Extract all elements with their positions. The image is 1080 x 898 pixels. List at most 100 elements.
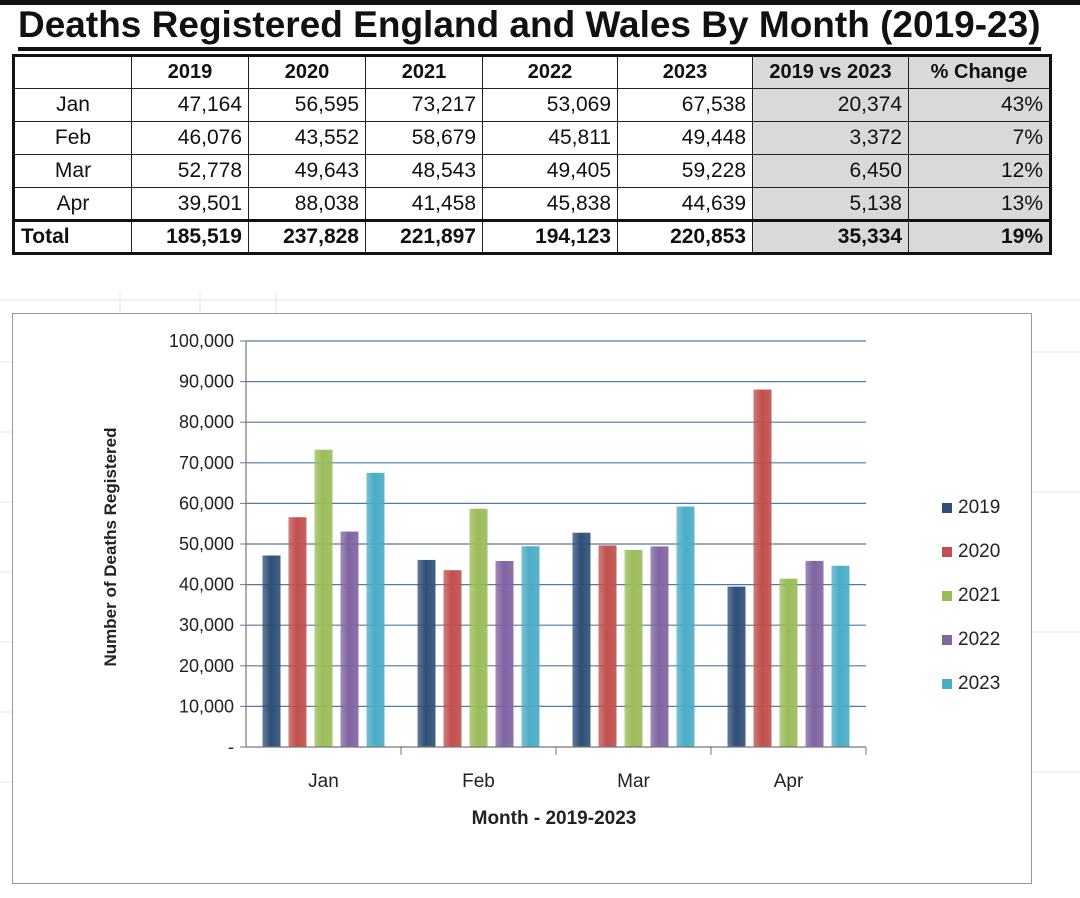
- page-title: Deaths Registered England and Wales By M…: [18, 4, 1041, 51]
- y-tick-label: 60,000: [179, 493, 234, 513]
- header-cell: 2020: [248, 55, 366, 89]
- bar-2021-Apr: [779, 578, 798, 747]
- bar-chart: - 10,000 20,000 30,000 40,000 50,000 60,000 70,…: [101, 331, 1000, 829]
- bar-groups: [262, 389, 850, 747]
- value-cell: 43,552: [248, 121, 366, 155]
- legend-swatch: [942, 591, 952, 601]
- y-axis-ticks: - 10,000 20,000 30,000 40,000 50,000 60,000 70,…: [169, 331, 246, 757]
- bar-2023-Mar: [676, 506, 695, 747]
- value-cell: 53,069: [482, 88, 618, 122]
- y-tick-label: -: [228, 737, 234, 757]
- value-cell: 49,405: [482, 154, 618, 188]
- bar-2019-Apr: [727, 586, 746, 747]
- x-axis-ticks: Jan Feb Mar Apr: [308, 747, 867, 792]
- total-diff-cell: 35,334: [752, 219, 909, 254]
- total-label: Total: [13, 219, 132, 254]
- pct-cell: 43%: [908, 88, 1051, 122]
- total-cell: 194,123: [482, 219, 618, 254]
- value-cell: 49,643: [248, 154, 366, 188]
- chart-gridlines: [246, 340, 866, 707]
- legend-swatch: [942, 503, 952, 513]
- legend-label: 2021: [958, 585, 1000, 606]
- spreadsheet-gridlines: [0, 292, 1080, 783]
- bar-2023-Apr: [831, 565, 850, 747]
- total-cell: 237,828: [248, 219, 366, 254]
- table-row: Feb 46,076 43,552 58,679 45,811 49,448 3…: [13, 121, 1051, 155]
- value-cell: 56,595: [248, 88, 366, 122]
- table-total-row: Total 185,519 237,828 221,897 194,123 22…: [13, 219, 1051, 254]
- value-cell: 44,639: [617, 187, 753, 221]
- legend-swatch: [942, 635, 952, 645]
- header-cell: % Change: [908, 55, 1051, 89]
- bar-2022-Feb: [495, 561, 514, 747]
- table-row: Apr 39,501 88,038 41,458 45,838 44,639 5…: [13, 187, 1051, 221]
- value-cell: 41,458: [365, 187, 483, 221]
- value-cell: 88,038: [248, 187, 366, 221]
- value-cell: 47,164: [131, 88, 249, 122]
- bar-2020-Mar: [598, 545, 617, 747]
- bar-2021-Feb: [469, 508, 488, 747]
- value-cell: 58,679: [365, 121, 483, 155]
- bar-2020-Feb: [443, 570, 462, 747]
- total-cell: 220,853: [617, 219, 753, 254]
- y-tick-label: 20,000: [179, 656, 234, 676]
- x-tick-label: Mar: [617, 771, 650, 792]
- bar-2022-Mar: [650, 546, 669, 747]
- bar-2019-Jan: [262, 555, 281, 747]
- y-axis-label: Number of Deaths Registered: [101, 428, 120, 667]
- diff-cell: 5,138: [752, 187, 909, 221]
- x-tick-label: Jan: [308, 771, 339, 792]
- x-axis-label: Month - 2019-2023: [472, 808, 637, 829]
- y-tick-label: 80,000: [179, 412, 234, 432]
- legend-swatch: [942, 547, 952, 557]
- header-cell: [13, 55, 132, 89]
- value-cell: 45,838: [482, 187, 618, 221]
- y-tick-label: 90,000: [179, 372, 234, 392]
- bar-2019-Feb: [417, 559, 436, 747]
- value-cell: 49,448: [617, 121, 753, 155]
- value-cell: 45,811: [482, 121, 618, 155]
- chart-legend: 2019 2020 2021 2022 2023: [942, 497, 1000, 694]
- value-cell: 73,217: [365, 88, 483, 122]
- value-cell: 48,543: [365, 154, 483, 188]
- month-cell: Jan: [13, 88, 132, 122]
- chart-area: - 10,000 20,000 30,000 40,000 50,000 60,000 70,…: [12, 313, 1032, 884]
- legend-swatch: [942, 679, 952, 689]
- y-tick-label: 40,000: [179, 575, 234, 595]
- pct-cell: 13%: [908, 187, 1051, 221]
- table-row: Mar 52,778 49,643 48,543 49,405 59,228 6…: [13, 154, 1051, 188]
- deaths-table: 2019 2020 2021 2022 2023 2019 vs 2023 % …: [12, 54, 1052, 255]
- diff-cell: 3,372: [752, 121, 909, 155]
- pct-cell: 12%: [908, 154, 1051, 188]
- top-border: [0, 0, 1080, 5]
- bar-2020-Apr: [753, 389, 772, 747]
- value-cell: 59,228: [617, 154, 753, 188]
- legend-label: 2020: [958, 541, 1000, 562]
- bar-2021-Jan: [314, 449, 333, 747]
- diff-cell: 6,450: [752, 154, 909, 188]
- y-tick-label: 30,000: [179, 615, 234, 635]
- total-pct-cell: 19%: [908, 219, 1051, 254]
- bar-2022-Apr: [805, 560, 824, 747]
- diff-cell: 20,374: [752, 88, 909, 122]
- total-cell: 221,897: [365, 219, 483, 254]
- x-tick-label: Feb: [462, 771, 495, 792]
- header-cell: 2019 vs 2023: [752, 55, 909, 89]
- value-cell: 52,778: [131, 154, 249, 188]
- bar-2020-Jan: [288, 517, 307, 747]
- x-tick-label: Apr: [774, 771, 804, 792]
- month-cell: Feb: [13, 121, 132, 155]
- bar-2019-Mar: [572, 532, 591, 747]
- value-cell: 46,076: [131, 121, 249, 155]
- header-cell: 2019: [131, 55, 249, 89]
- y-tick-label: 50,000: [179, 534, 234, 554]
- total-cell: 185,519: [131, 219, 249, 254]
- value-cell: 67,538: [617, 88, 753, 122]
- legend-label: 2023: [958, 673, 1000, 694]
- bar-2022-Jan: [340, 531, 359, 747]
- legend-label: 2019: [958, 497, 1000, 518]
- y-tick-label: 100,000: [169, 331, 234, 351]
- table-header-row: 2019 2020 2021 2022 2023 2019 vs 2023 % …: [13, 55, 1051, 89]
- pct-cell: 7%: [908, 121, 1051, 155]
- value-cell: 39,501: [131, 187, 249, 221]
